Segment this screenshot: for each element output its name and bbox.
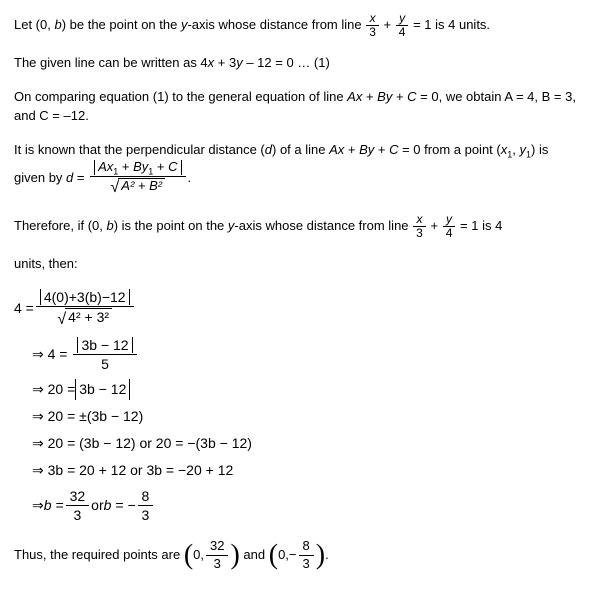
plus: + [384, 17, 392, 32]
and: and [243, 547, 265, 562]
t: + [374, 142, 389, 157]
pt2-frac: 83 [299, 538, 314, 573]
frac-x-3: x3 [366, 12, 379, 39]
frac-y-4: y4 [396, 12, 409, 39]
t: -axis whose distance from line [234, 218, 412, 233]
t: or [91, 495, 103, 516]
frac-8-3: 83 [138, 487, 154, 524]
A: A [347, 89, 356, 104]
frac-32-3: 323 [66, 487, 90, 524]
rparen-icon: ) [316, 540, 325, 571]
pt2a: 0,− [278, 547, 296, 562]
eq-rhs: = 1 [413, 17, 431, 32]
frac2: 3b − 12 5 [73, 336, 136, 373]
t: The given line can be written as 4 [14, 55, 208, 70]
lhs: 4 = [14, 298, 34, 319]
t: is 4 [482, 218, 502, 233]
t: ) of a line [272, 142, 329, 157]
para-1: Let (0, b) be the point on the y-axis wh… [14, 12, 581, 39]
para-4: It is known that the perpendicular dista… [14, 140, 581, 199]
t: + [344, 142, 359, 157]
lparen-icon: ( [184, 540, 193, 571]
C: C [407, 89, 416, 104]
t: It is known that the perpendicular dista… [14, 142, 265, 157]
eq-line-3: ⇒ 20 = 3b − 12 [32, 379, 581, 400]
t: + [392, 89, 407, 104]
dot: . [188, 170, 192, 185]
A: A [329, 142, 338, 157]
para-7: Thus, the required points are (0,323) an… [14, 538, 581, 573]
eq-line-1: 4 = 4(0)+3(b)−12 √4² + 3² [14, 288, 581, 330]
b: b [106, 218, 113, 233]
dist-formula: Ax1 + By1 + C √A² + B² [90, 159, 185, 198]
para-3: On comparing equation (1) to the general… [14, 87, 581, 126]
para-5: Therefore, if (0, b) is the point on the… [14, 213, 581, 240]
lparen-icon: ( [269, 540, 278, 571]
t: – 12 = 0 … (1) [243, 55, 330, 70]
eq-line-4: ⇒ 20 = ±(3b − 12) [32, 406, 581, 427]
t: b = [44, 495, 64, 516]
t: = 0 from a point ( [398, 142, 500, 157]
B: B [359, 142, 368, 157]
para-6: units, then: [14, 254, 581, 274]
t: On comparing equation (1) to the general… [14, 89, 347, 104]
derivation: 4 = 4(0)+3(b)−12 √4² + 3² ⇒ 4 = 3b − 12 … [14, 288, 581, 525]
t: ) be the point on the [62, 17, 181, 32]
t: + [362, 89, 377, 104]
rparen-icon: ) [230, 540, 239, 571]
dot: . [325, 547, 329, 562]
t: Let (0, [14, 17, 54, 32]
para-2: The given line can be written as 4x + 3y… [14, 53, 581, 73]
eq-line-5: ⇒ 20 = (3b − 12) or 20 = −(3b − 12) [32, 433, 581, 454]
abs: 3b − 12 [75, 379, 130, 400]
t: ) is the point on the [114, 218, 228, 233]
eq-line-7: ⇒ b = 323 or b = − 83 [32, 487, 581, 524]
d-eq: d [66, 170, 73, 185]
eq-line-2: ⇒ 4 = 3b − 12 5 [32, 336, 581, 373]
t: ⇒ [32, 495, 44, 516]
t: Therefore, if (0, [14, 218, 106, 233]
var-d: d [265, 142, 272, 157]
plus: + [430, 218, 438, 233]
frac1: 4(0)+3(b)−12 √4² + 3² [36, 288, 134, 330]
B: B [377, 89, 386, 104]
frac-x-3: x3 [413, 213, 426, 240]
frac-y-4: y4 [443, 213, 456, 240]
t: + 3 [214, 55, 236, 70]
t: b = − [104, 495, 136, 516]
pt1a: 0, [193, 547, 204, 562]
t: ⇒ 20 = [32, 379, 75, 400]
t: -axis whose distance from line [187, 17, 365, 32]
t: = 1 [460, 218, 478, 233]
t: is 4 units. [435, 17, 490, 32]
pt1-frac: 323 [206, 538, 228, 573]
eq-line-6: ⇒ 3b = 20 + 12 or 3b = −20 + 12 [32, 460, 581, 481]
t: ⇒ 4 = [32, 344, 67, 365]
var-b: b [54, 17, 61, 32]
t: Thus, the required points are [14, 547, 184, 562]
